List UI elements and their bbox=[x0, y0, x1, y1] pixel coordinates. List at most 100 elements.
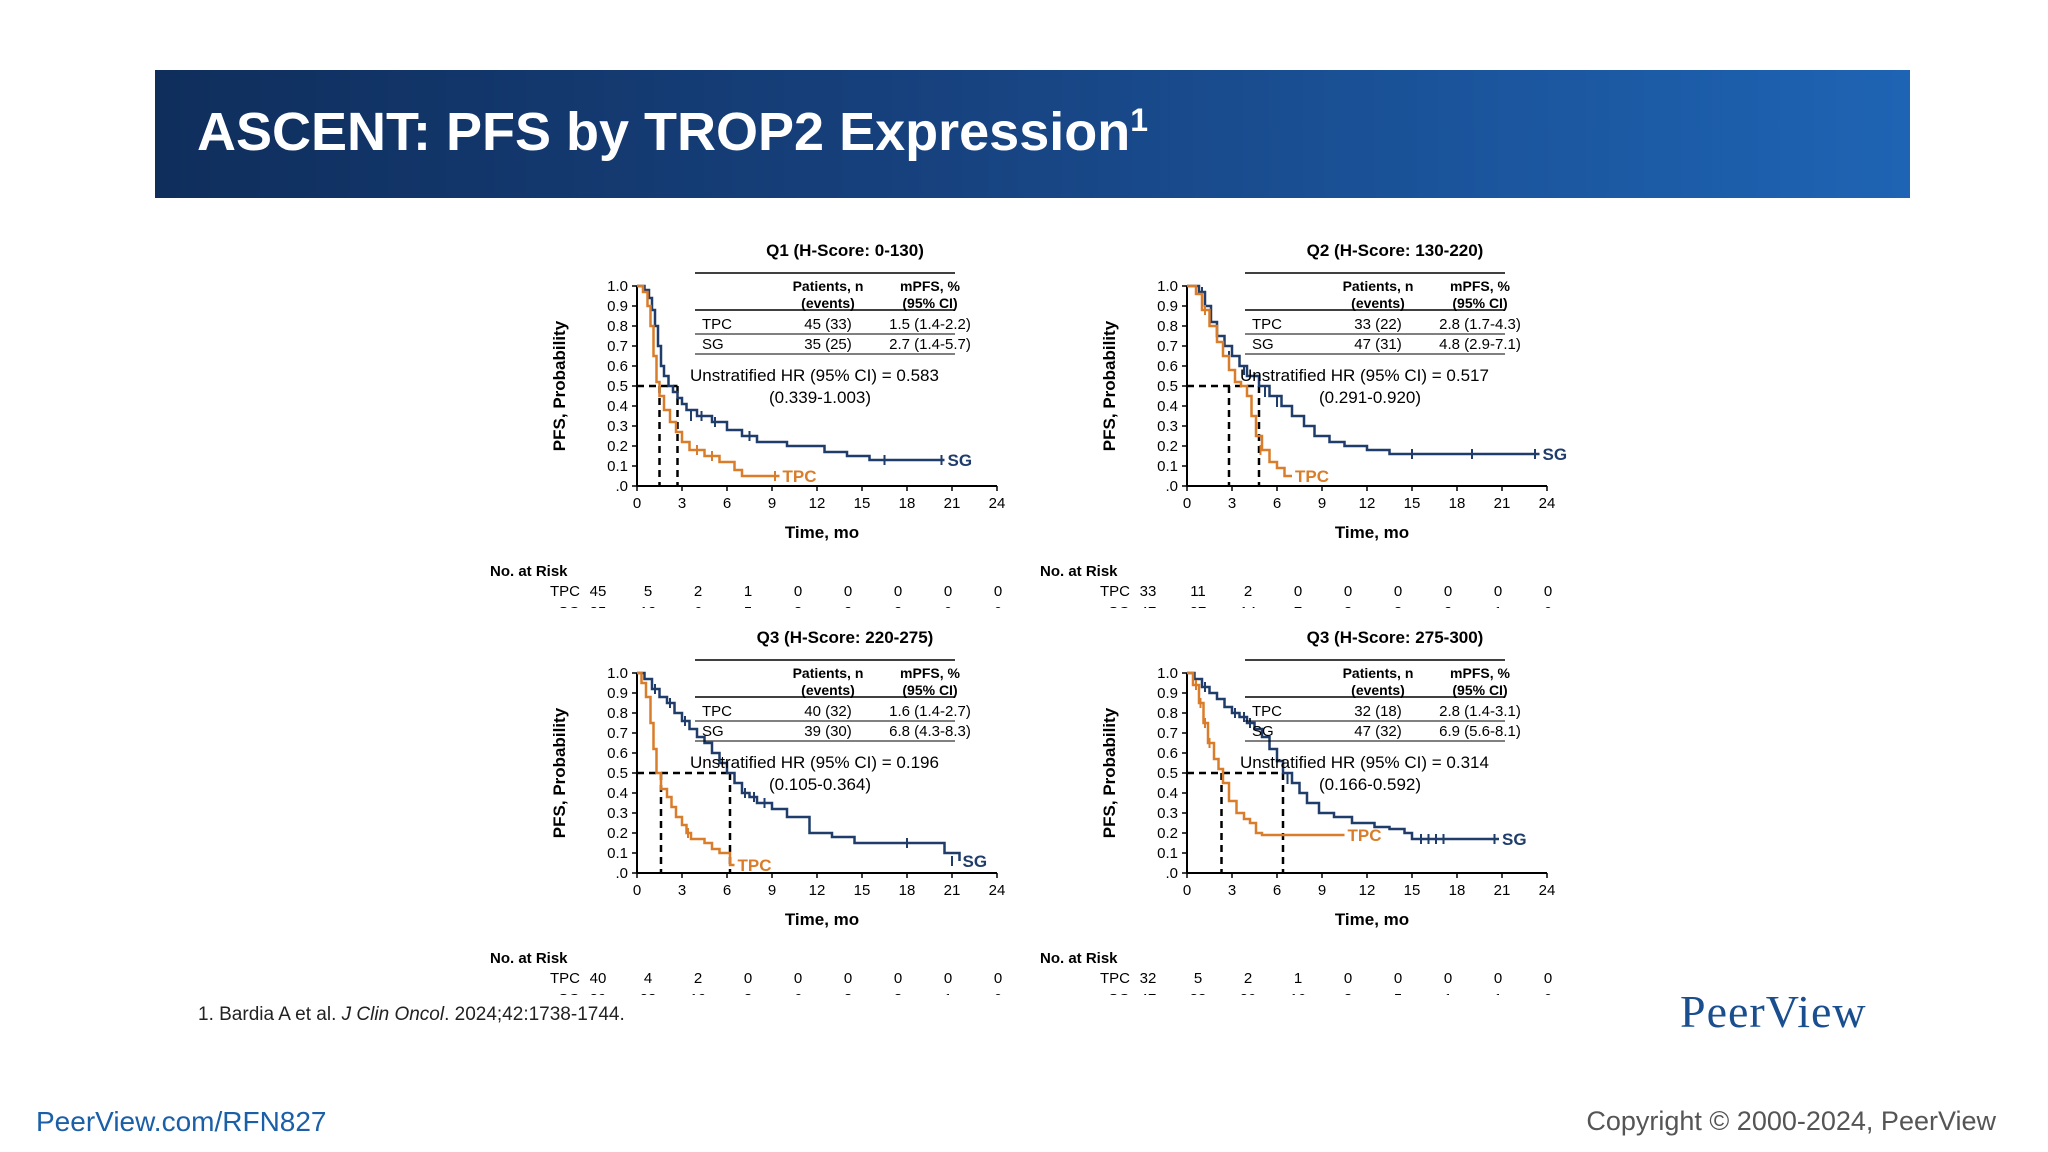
x-tick-label: 15 bbox=[1404, 495, 1421, 512]
x-tick-label: 3 bbox=[1228, 495, 1236, 512]
y-tick-label: 0.1 bbox=[607, 845, 628, 862]
hazard-ratio-text: Unstratified HR (95% CI) = 0.517 bbox=[1240, 366, 1489, 385]
risk-count: 2 bbox=[1244, 970, 1252, 987]
x-tick-label: 18 bbox=[899, 495, 916, 512]
sg-series-label: SG bbox=[1502, 830, 1527, 849]
table-arm-label: SG bbox=[702, 336, 724, 353]
x-tick-label: 18 bbox=[1449, 495, 1466, 512]
risk-count: 4 bbox=[644, 970, 652, 987]
y-tick-label: 0.2 bbox=[607, 825, 628, 842]
risk-count: 0 bbox=[994, 970, 1002, 987]
table-header-cell: Patients, n bbox=[1343, 665, 1414, 681]
table-header-cell: (events) bbox=[801, 295, 855, 311]
risk-count: 0 bbox=[794, 970, 802, 987]
y-tick-label: 0.8 bbox=[607, 705, 628, 722]
hazard-ratio-text: Unstratified HR (95% CI) = 0.583 bbox=[690, 366, 939, 385]
risk-count: 1 bbox=[1494, 604, 1502, 608]
risk-count: 0 bbox=[1544, 991, 1552, 995]
table-header-cell: Patients, n bbox=[1343, 278, 1414, 294]
sg-series-label: SG bbox=[1543, 445, 1568, 464]
risk-count: 0 bbox=[894, 970, 902, 987]
x-tick-label: 6 bbox=[723, 882, 731, 899]
y-tick-label: 0.3 bbox=[607, 418, 628, 435]
risk-count: 0 bbox=[1544, 604, 1552, 608]
risk-row-label: TPC bbox=[550, 583, 580, 600]
x-tick-label: 15 bbox=[854, 495, 871, 512]
risk-count: 3 bbox=[794, 604, 802, 608]
risk-count: 0 bbox=[944, 583, 952, 600]
table-mpfs-cell: 6.9 (5.6-8.1) bbox=[1439, 723, 1521, 740]
table-header-cell: Patients, n bbox=[793, 278, 864, 294]
risk-row-label: SG bbox=[558, 604, 580, 608]
risk-count: 8 bbox=[744, 991, 752, 995]
y-tick-label: 0.1 bbox=[607, 458, 628, 475]
risk-count: 5 bbox=[1394, 991, 1402, 995]
risk-count: 47 bbox=[1140, 991, 1157, 995]
table-header-cell: (events) bbox=[801, 682, 855, 698]
x-tick-label: 0 bbox=[1183, 495, 1191, 512]
tpc-curve bbox=[1187, 284, 1292, 478]
program-url[interactable]: PeerView.com/RFN827 bbox=[36, 1106, 327, 1137]
table-arm-label: TPC bbox=[702, 316, 732, 333]
y-tick-label: .0 bbox=[1165, 478, 1178, 495]
risk-count: 8 bbox=[1344, 991, 1352, 995]
table-header-cell: (events) bbox=[1351, 295, 1405, 311]
y-tick-label: 0.2 bbox=[1157, 825, 1178, 842]
y-tick-label: 0.5 bbox=[1157, 378, 1178, 395]
table-patients-cell: 33 (22) bbox=[1354, 316, 1402, 333]
risk-count: 1 bbox=[744, 583, 752, 600]
risk-row-label: SG bbox=[558, 991, 580, 995]
table-header-cell: (events) bbox=[1351, 682, 1405, 698]
x-tick-label: 18 bbox=[1449, 882, 1466, 899]
hazard-ratio-ci-text: (0.291-0.920) bbox=[1319, 388, 1421, 407]
risk-count: 0 bbox=[1544, 583, 1552, 600]
y-tick-label: 0.7 bbox=[607, 338, 628, 355]
hazard-ratio-text: Unstratified HR (95% CI) = 0.196 bbox=[690, 753, 939, 772]
tpc-series-label: TPC bbox=[1348, 826, 1382, 845]
x-axis-label: Time, mo bbox=[1335, 523, 1409, 542]
x-tick-label: 12 bbox=[809, 495, 826, 512]
x-tick-label: 21 bbox=[1494, 495, 1511, 512]
risk-count: 0 bbox=[1444, 970, 1452, 987]
x-tick-label: 9 bbox=[768, 882, 776, 899]
sg-curve bbox=[637, 671, 961, 861]
risk-count: 6 bbox=[694, 604, 702, 608]
risk-count: 6 bbox=[794, 991, 802, 995]
table-patients-cell: 35 (25) bbox=[804, 336, 852, 353]
y-tick-label: 0.9 bbox=[1157, 685, 1178, 702]
risk-count: 0 bbox=[994, 583, 1002, 600]
footnote-journal: J Clin Oncol bbox=[341, 1004, 445, 1025]
risk-count: 1 bbox=[944, 991, 952, 995]
y-tick-label: .0 bbox=[1165, 865, 1178, 882]
risk-count: 11 bbox=[1190, 583, 1206, 600]
risk-count: 0 bbox=[1294, 583, 1302, 600]
table-patients-cell: 40 (32) bbox=[804, 703, 852, 720]
y-tick-label: 1.0 bbox=[607, 278, 628, 295]
table-mpfs-cell: 1.6 (1.4-2.7) bbox=[889, 703, 971, 720]
tpc-series-label: TPC bbox=[1295, 467, 1329, 486]
risk-row-label: TPC bbox=[1100, 583, 1130, 600]
risk-count: 0 bbox=[844, 583, 852, 600]
x-tick-label: 0 bbox=[633, 882, 641, 899]
sg-curve bbox=[1187, 284, 1540, 456]
y-tick-label: 0.6 bbox=[1157, 745, 1178, 762]
table-arm-label: TPC bbox=[702, 703, 732, 720]
risk-count: 0 bbox=[844, 970, 852, 987]
risk-count: 39 bbox=[590, 991, 607, 995]
x-tick-label: 12 bbox=[809, 882, 826, 899]
y-tick-label: 0.9 bbox=[607, 685, 628, 702]
y-axis-label: PFS, Probability bbox=[1100, 320, 1119, 451]
risk-row-label: SG bbox=[1108, 991, 1130, 995]
x-tick-label: 6 bbox=[1273, 882, 1281, 899]
risk-count: 1 bbox=[1444, 991, 1452, 995]
table-arm-label: SG bbox=[702, 723, 724, 740]
x-tick-label: 24 bbox=[989, 882, 1006, 899]
x-tick-label: 9 bbox=[1318, 882, 1326, 899]
table-patients-cell: 39 (30) bbox=[804, 723, 852, 740]
tpc-series-label: TPC bbox=[738, 856, 772, 875]
table-header-cell: mPFS, % bbox=[1450, 665, 1510, 681]
risk-count: 2 bbox=[1244, 583, 1252, 600]
x-tick-label: 24 bbox=[1539, 882, 1556, 899]
risk-count: 47 bbox=[1140, 604, 1157, 608]
table-header-cell: (95% CI) bbox=[902, 682, 957, 698]
